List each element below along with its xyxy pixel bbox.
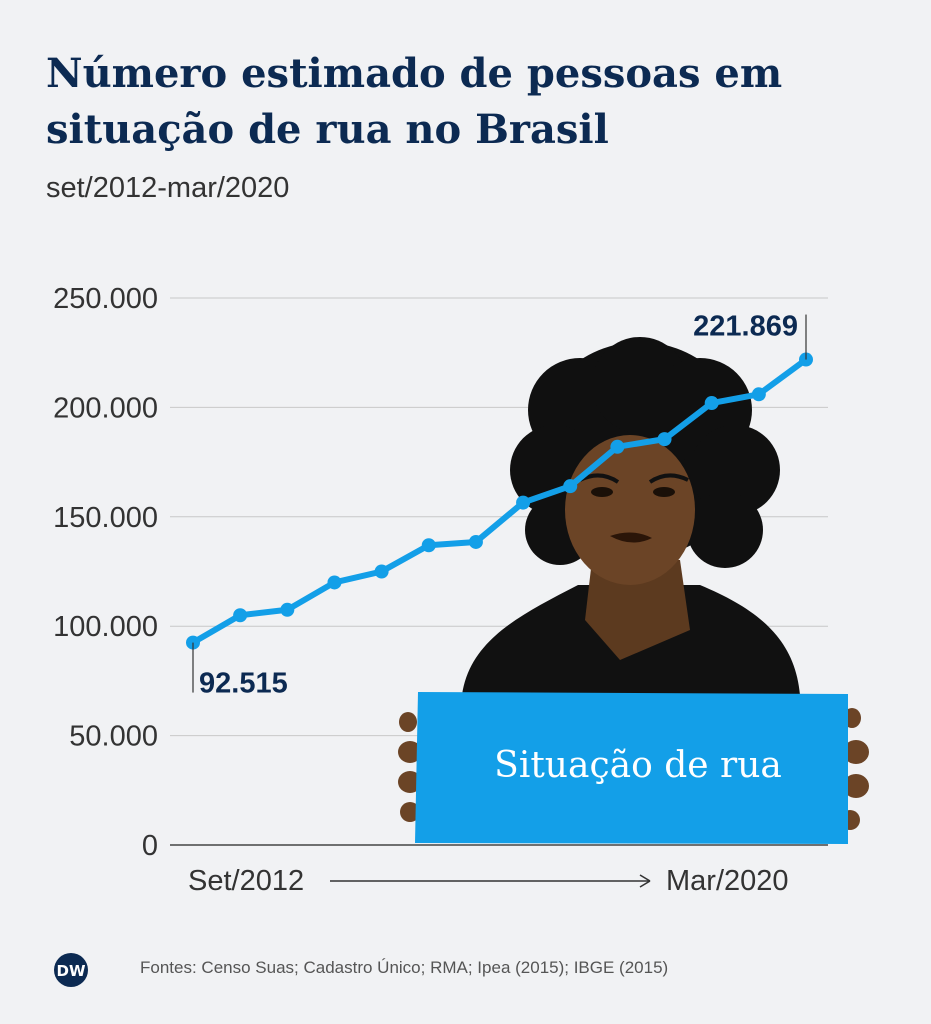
chart-subtitle: set/2012-mar/2020: [46, 172, 290, 204]
line-chart: 0 50.000 100.000 150.000 200.000 250.000: [53, 283, 869, 897]
annotation-label: 92.515: [199, 668, 288, 700]
x-start-label: Set/2012: [188, 865, 304, 897]
sign-board: [415, 692, 848, 844]
neck: [585, 560, 690, 660]
data-point: [704, 396, 719, 411]
data-point: [421, 538, 436, 553]
y-tick-label: 50.000: [69, 721, 158, 753]
x-arrow-head: [639, 874, 651, 888]
data-point: [751, 387, 766, 402]
y-tick-labels: 0 50.000 100.000 150.000 200.000 250.000: [53, 283, 158, 862]
sign-text: Situação de rua: [494, 745, 782, 786]
dw-logo-text: DW: [57, 962, 86, 980]
data-point: [327, 575, 342, 590]
data-point: [563, 479, 578, 494]
y-tick-label: 150.000: [53, 502, 158, 534]
dw-logo: DW: [54, 953, 88, 987]
data-point: [374, 564, 389, 579]
y-tick-label: 100.000: [53, 611, 158, 643]
data-point: [657, 432, 672, 447]
woman-illustration: Situação de rua: [398, 337, 869, 844]
series-line: [191, 357, 808, 646]
data-point: [468, 534, 483, 549]
data-point: [233, 608, 248, 623]
x-end-label: Mar/2020: [666, 865, 789, 897]
source-note: Fontes: Censo Suas; Cadastro Único; RMA;…: [140, 958, 669, 977]
chart-title: Número estimado de pessoas em situação d…: [46, 50, 783, 153]
annotation-label: 221.869: [693, 311, 798, 343]
data-point: [610, 439, 625, 454]
y-tick-label: 250.000: [53, 283, 158, 315]
y-tick-label: 200.000: [53, 392, 158, 424]
data-series: [186, 352, 813, 650]
mouth: [610, 532, 652, 543]
data-point: [280, 602, 295, 617]
data-point: [516, 495, 531, 510]
annotations: 92.515 221.869: [192, 311, 807, 700]
y-tick-label: 0: [142, 830, 158, 862]
face: [565, 435, 695, 585]
